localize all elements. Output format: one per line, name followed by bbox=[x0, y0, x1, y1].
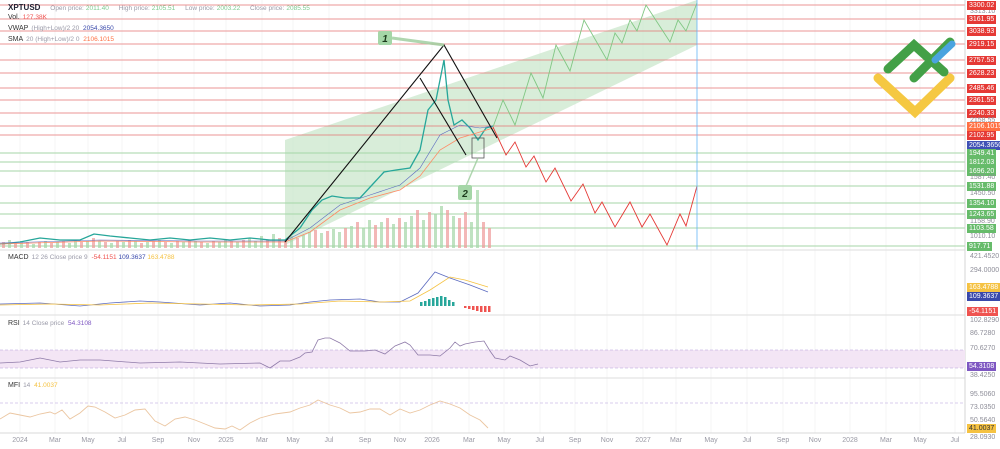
time-label: 2024 bbox=[12, 437, 28, 444]
time-label: May bbox=[81, 437, 95, 444]
support-tag: 1103.58 bbox=[967, 224, 996, 233]
price-label: 3313.10 bbox=[970, 8, 996, 15]
rsi-legend[interactable]: RSI 14 Close price 54.3108 bbox=[8, 320, 92, 327]
symbol-legend: XPTUSD Open price: 2011.40 High price: 210… bbox=[8, 3, 310, 12]
sma-tag: 2106.1015 bbox=[967, 122, 1000, 131]
support-tag: 1812.03 bbox=[967, 158, 997, 167]
symbol: XPTUSD bbox=[8, 3, 41, 12]
rising-channel bbox=[285, 0, 697, 245]
time-label: May bbox=[286, 437, 300, 444]
support-tag: 1949.41 bbox=[967, 149, 997, 158]
macd-signal-line bbox=[0, 276, 489, 306]
mfi-legend[interactable]: MFI 14 41.0037 bbox=[8, 382, 58, 389]
vwap-tag: 2054.3650 bbox=[967, 141, 1000, 150]
resistance-tag: 2361.55 bbox=[967, 96, 997, 105]
support-tag: 1531.88 bbox=[967, 182, 997, 191]
support-tag: 1696.20 bbox=[967, 167, 997, 176]
resistance-tag: 3161.95 bbox=[967, 15, 997, 24]
time-label: Nov bbox=[187, 437, 201, 444]
time-label: May bbox=[497, 437, 511, 444]
time-label: Mar bbox=[462, 437, 476, 444]
rsi-axis-label: 70.6270 bbox=[970, 345, 996, 352]
resistance-tag: 2919.15 bbox=[967, 40, 997, 49]
time-label: 2027 bbox=[635, 437, 651, 444]
time-label: May bbox=[913, 437, 927, 444]
sma-line bbox=[0, 127, 494, 245]
macd-tag: 109.3637 bbox=[967, 292, 1000, 301]
time-label: Sep bbox=[358, 437, 372, 444]
time-label: Jul bbox=[950, 437, 960, 444]
bearish-path bbox=[492, 126, 698, 247]
mfi-axis-label: 28.0930 bbox=[970, 434, 996, 441]
time-label: Mar bbox=[255, 437, 269, 444]
macd-legend[interactable]: MACD 12 26 Close price 9 -54.1151 109.363… bbox=[8, 254, 175, 261]
price-label: 2158.55 bbox=[970, 117, 996, 124]
price-label: 1010.10 bbox=[970, 233, 996, 240]
price-line bbox=[0, 59, 494, 245]
time-label: Jul bbox=[117, 437, 127, 444]
resistance-tag: 3300.02 bbox=[967, 1, 997, 10]
resistance-tag: 2757.53 bbox=[967, 56, 997, 65]
macd-histogram bbox=[420, 296, 491, 312]
macd-line bbox=[0, 271, 489, 307]
time-label: 2026 bbox=[424, 437, 440, 444]
mfi-axis-label: 73.0350 bbox=[970, 404, 996, 411]
support-tag: 1354.10 bbox=[967, 199, 997, 208]
time-label: 2028 bbox=[842, 437, 858, 444]
macd-hist-tag: -54.1151 bbox=[967, 307, 999, 316]
time-label: Jul bbox=[742, 437, 752, 444]
annotation-2-box bbox=[458, 185, 472, 200]
sma-legend[interactable]: SMA 20 (High+Low)/2 0 2106.1015 bbox=[8, 36, 115, 43]
mfi-line bbox=[0, 399, 489, 431]
time-label: Nov bbox=[393, 437, 407, 444]
macd-axis-label: 294.0000 bbox=[970, 267, 1000, 274]
rsi-axis-label: 38.4250 bbox=[970, 372, 996, 379]
support-tag: 917.71 bbox=[967, 242, 993, 251]
resistance-tag: 2240.33 bbox=[967, 109, 997, 118]
time-label: Nov bbox=[808, 437, 822, 444]
resistance-tag: 3038.93 bbox=[967, 27, 997, 36]
rsi-axis-label: 102.8290 bbox=[970, 317, 1000, 324]
annotation-2: 2 bbox=[461, 189, 468, 200]
rsi-band bbox=[0, 350, 965, 368]
mfi-tag: 41.0037 bbox=[967, 424, 997, 433]
time-label: Sep bbox=[568, 437, 582, 444]
time-label: Mar bbox=[879, 437, 893, 444]
annotation-1-box bbox=[378, 31, 392, 45]
annotation-1: 1 bbox=[382, 34, 388, 45]
price-label: 1158.90 bbox=[970, 218, 995, 225]
litefinance-logo-icon bbox=[873, 37, 956, 119]
time-label: Jul bbox=[535, 437, 545, 444]
time-label: Mar bbox=[669, 437, 683, 444]
time-label: May bbox=[704, 437, 718, 444]
price-label: 1587.40 bbox=[970, 174, 996, 181]
mfi-axis-label: 95.5060 bbox=[970, 391, 996, 398]
bullish-path bbox=[492, 2, 698, 128]
volume-bars bbox=[2, 190, 491, 248]
time-label: Mar bbox=[48, 437, 62, 444]
rsi-axis-label: 86.7280 bbox=[970, 330, 996, 337]
support-tag: 1243.65 bbox=[967, 210, 997, 219]
vwap-line bbox=[0, 124, 494, 244]
resistance-tag: 2102.95 bbox=[967, 131, 997, 140]
price-label: 1450.50 bbox=[970, 190, 996, 197]
resistance-tag: 2485.46 bbox=[967, 84, 997, 93]
time-label: Sep bbox=[776, 437, 790, 444]
macd-signal-tag: 163.4788 bbox=[967, 283, 1000, 292]
vwap-legend[interactable]: VWAP (High+Low)/2 20 2054.3650 bbox=[8, 25, 114, 32]
time-label: Nov bbox=[600, 437, 614, 444]
time-label: Sep bbox=[151, 437, 165, 444]
time-label: Jul bbox=[324, 437, 334, 444]
time-label: 2025 bbox=[218, 437, 234, 444]
mfi-axis-label: 50.5640 bbox=[970, 417, 996, 424]
macd-axis-label: 421.4520 bbox=[970, 253, 1000, 260]
rsi-line bbox=[0, 337, 539, 369]
rsi-tag: 54.3108 bbox=[967, 362, 997, 371]
resistance-tag: 2628.23 bbox=[967, 69, 997, 78]
volume-legend: Vol. 127.38K bbox=[8, 14, 47, 21]
